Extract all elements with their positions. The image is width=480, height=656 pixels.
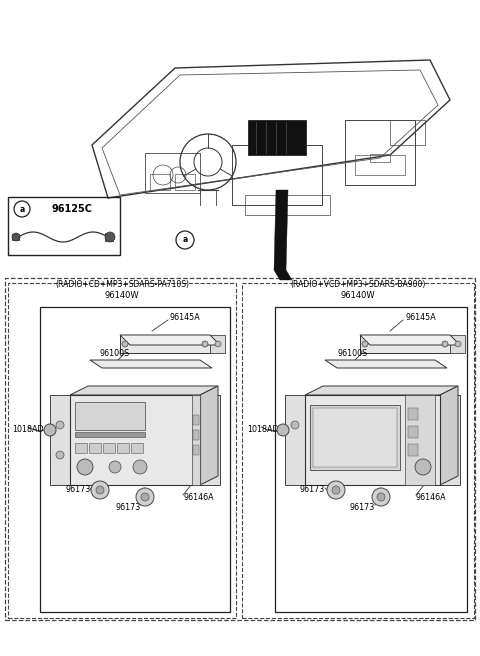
Bar — [210, 335, 225, 353]
Polygon shape — [90, 360, 212, 368]
Bar — [89, 443, 101, 453]
Bar — [12, 234, 19, 240]
Bar — [75, 443, 87, 453]
Polygon shape — [360, 335, 460, 345]
Text: a: a — [182, 236, 188, 245]
Circle shape — [96, 486, 104, 494]
Bar — [193, 415, 199, 425]
Text: 96100S: 96100S — [100, 348, 130, 358]
Bar — [75, 432, 145, 437]
Text: a: a — [19, 205, 24, 213]
Text: 96100S: 96100S — [338, 348, 368, 358]
Bar — [405, 395, 435, 485]
Text: 96145A: 96145A — [405, 312, 436, 321]
Bar — [370, 154, 390, 162]
Polygon shape — [50, 395, 70, 485]
Text: 96145A: 96145A — [170, 312, 201, 321]
Text: 96173: 96173 — [115, 502, 140, 512]
Circle shape — [277, 424, 289, 436]
Circle shape — [44, 424, 56, 436]
Bar — [103, 443, 115, 453]
Circle shape — [415, 459, 431, 475]
Bar — [360, 335, 450, 353]
Bar — [408, 426, 418, 438]
Bar — [40, 307, 230, 612]
Polygon shape — [440, 395, 460, 485]
Circle shape — [327, 481, 345, 499]
Circle shape — [56, 421, 64, 429]
Bar — [5, 278, 475, 620]
Polygon shape — [325, 360, 447, 368]
Bar — [145, 153, 200, 193]
Circle shape — [202, 341, 208, 347]
Circle shape — [56, 451, 64, 459]
Text: 1018AD: 1018AD — [12, 426, 44, 434]
Circle shape — [455, 341, 461, 347]
Circle shape — [136, 488, 154, 506]
Circle shape — [291, 421, 299, 429]
Polygon shape — [285, 395, 305, 485]
Polygon shape — [274, 190, 292, 280]
Circle shape — [215, 341, 221, 347]
Bar — [245, 195, 330, 215]
Polygon shape — [200, 395, 220, 485]
Bar — [355, 155, 405, 175]
Circle shape — [442, 341, 448, 347]
Polygon shape — [200, 386, 218, 485]
Bar — [105, 233, 113, 241]
Bar — [75, 402, 145, 430]
Bar — [450, 335, 465, 353]
Text: 96125C: 96125C — [51, 204, 93, 214]
Bar — [117, 443, 129, 453]
Text: 96173: 96173 — [300, 485, 325, 495]
Bar — [248, 120, 306, 155]
Polygon shape — [305, 386, 458, 395]
Bar — [408, 444, 418, 456]
Bar — [275, 307, 467, 612]
Circle shape — [122, 341, 128, 347]
Text: 96146A: 96146A — [416, 493, 446, 502]
Circle shape — [12, 233, 20, 241]
Bar — [310, 405, 400, 470]
Polygon shape — [120, 335, 220, 345]
Bar — [193, 445, 199, 455]
Bar — [313, 408, 397, 467]
Circle shape — [133, 460, 147, 474]
Bar — [242, 283, 474, 618]
Circle shape — [362, 341, 368, 347]
Text: 96173: 96173 — [350, 502, 375, 512]
Text: (RADIO+VCD+MP3+SDARS-BA900): (RADIO+VCD+MP3+SDARS-BA900) — [290, 281, 426, 289]
Bar — [150, 174, 170, 190]
Bar — [390, 120, 425, 145]
Text: 96140W: 96140W — [341, 291, 375, 300]
Text: 96140W: 96140W — [105, 291, 139, 300]
Bar — [408, 408, 418, 420]
Text: (RADIO+CD+MP3+SDARS-PA710S): (RADIO+CD+MP3+SDARS-PA710S) — [55, 281, 189, 289]
Circle shape — [332, 486, 340, 494]
Circle shape — [372, 488, 390, 506]
Circle shape — [77, 459, 93, 475]
Text: 96146A: 96146A — [183, 493, 214, 502]
Polygon shape — [70, 386, 218, 395]
Circle shape — [91, 481, 109, 499]
Bar — [232, 145, 322, 205]
Bar — [8, 283, 236, 618]
Bar — [131, 443, 143, 453]
Polygon shape — [440, 386, 458, 485]
Text: 96173: 96173 — [65, 485, 90, 495]
Bar — [192, 395, 200, 485]
Bar — [193, 430, 199, 440]
Bar — [120, 335, 210, 353]
Bar — [175, 174, 195, 190]
Bar — [305, 395, 440, 485]
Text: 1018AD: 1018AD — [247, 426, 278, 434]
Circle shape — [109, 461, 121, 473]
Circle shape — [141, 493, 149, 501]
Bar — [345, 120, 415, 185]
Circle shape — [377, 493, 385, 501]
Bar — [8, 197, 120, 255]
Bar — [70, 395, 200, 485]
Circle shape — [105, 232, 115, 242]
